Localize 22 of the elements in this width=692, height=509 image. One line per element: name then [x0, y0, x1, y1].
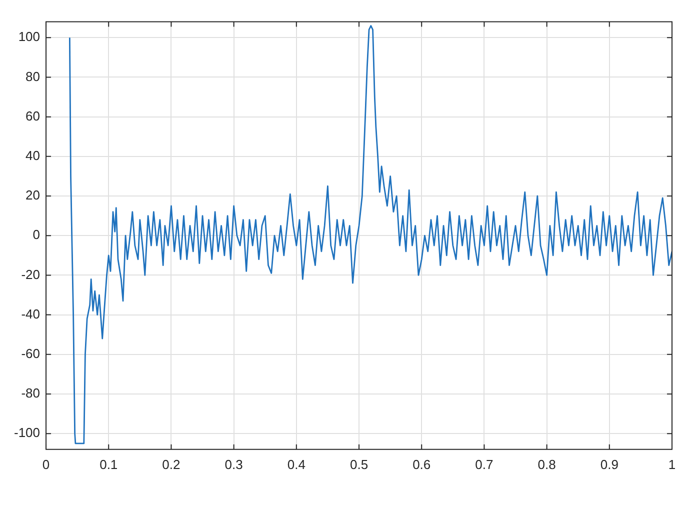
x-tick-label: 0.5 — [350, 456, 368, 472]
y-tick-label: 80 — [26, 68, 40, 84]
x-tick-label: 1 — [668, 456, 676, 472]
y-tick-label: -60 — [21, 346, 40, 361]
x-tick-label: 0.4 — [287, 456, 306, 472]
y-tick-label: 40 — [26, 148, 40, 163]
x-tick-label: 0.7 — [475, 456, 494, 472]
y-tick-label: -80 — [21, 386, 40, 401]
x-tick-label: 0.6 — [412, 456, 431, 472]
y-tick-label: 60 — [26, 108, 40, 124]
x-tick-label: 0.8 — [538, 456, 556, 472]
x-tick-label: 0.3 — [224, 456, 243, 472]
y-tick-label: -40 — [21, 306, 40, 322]
x-tick-label: 0 — [42, 456, 50, 472]
y-tick-label: -100 — [14, 425, 40, 440]
x-tick-label: 0.9 — [600, 456, 618, 472]
x-tick-label: 0.2 — [162, 456, 180, 472]
x-tick-label: 0.1 — [100, 456, 118, 472]
y-tick-label: 20 — [26, 188, 40, 203]
y-tick-label: 0 — [32, 227, 40, 242]
y-tick-label: -20 — [21, 266, 40, 282]
y-tick-label: 100 — [18, 29, 40, 44]
